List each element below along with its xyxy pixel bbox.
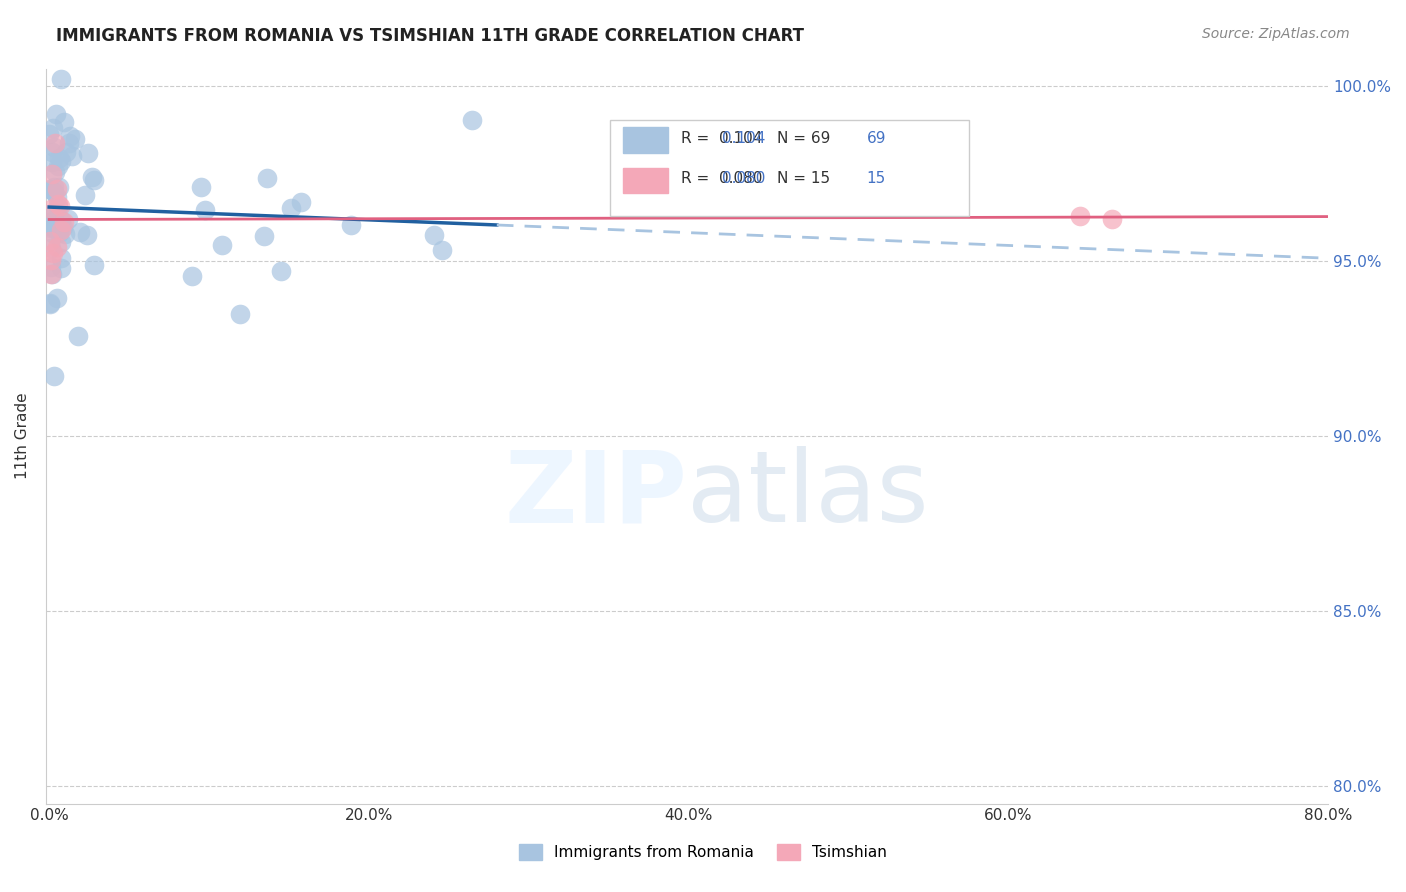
- Point: [253, 228, 276, 243]
- Point: [44, 165, 66, 179]
- Point: [66, 329, 89, 343]
- Point: [53, 227, 76, 242]
- Point: [49, 212, 72, 227]
- Text: 15: 15: [866, 171, 886, 186]
- Point: [42, 368, 65, 383]
- Point: [190, 180, 212, 194]
- Point: [1069, 209, 1091, 223]
- Text: Source: ZipAtlas.com: Source: ZipAtlas.com: [1202, 27, 1350, 41]
- Point: [39, 221, 62, 235]
- Text: IMMIGRANTS FROM ROMANIA VS TSIMSHIAN 11TH GRADE CORRELATION CHART: IMMIGRANTS FROM ROMANIA VS TSIMSHIAN 11T…: [56, 27, 804, 45]
- Point: [180, 269, 202, 284]
- Point: [45, 107, 67, 121]
- Point: [270, 264, 292, 278]
- Point: [42, 180, 65, 194]
- Point: [39, 260, 62, 274]
- Text: 0.104: 0.104: [721, 131, 765, 146]
- Point: [46, 159, 69, 173]
- Point: [48, 199, 70, 213]
- Point: [82, 169, 104, 184]
- Point: [39, 182, 62, 196]
- Text: R =  0.104   N = 69: R = 0.104 N = 69: [681, 131, 830, 146]
- Point: [45, 190, 67, 204]
- Point: [41, 145, 63, 159]
- Point: [422, 228, 444, 243]
- Point: [48, 227, 70, 241]
- Point: [44, 205, 66, 219]
- Point: [41, 267, 63, 281]
- Point: [41, 267, 63, 281]
- Point: [42, 246, 65, 260]
- Point: [46, 240, 69, 254]
- Point: [44, 136, 66, 151]
- Point: [49, 235, 72, 250]
- Point: [46, 197, 69, 211]
- Point: [211, 237, 233, 252]
- Point: [73, 188, 96, 202]
- Point: [76, 228, 98, 243]
- Point: [49, 153, 72, 168]
- Text: atlas: atlas: [688, 446, 929, 543]
- Point: [83, 258, 105, 272]
- Point: [58, 212, 80, 227]
- Point: [69, 225, 91, 239]
- Y-axis label: 11th Grade: 11th Grade: [15, 392, 30, 479]
- Text: 0.080: 0.080: [721, 171, 765, 186]
- Point: [42, 121, 65, 136]
- Point: [39, 215, 62, 229]
- Point: [1101, 212, 1123, 227]
- Point: [41, 167, 63, 181]
- Point: [55, 145, 77, 160]
- Point: [39, 235, 62, 249]
- Point: [39, 253, 62, 268]
- Point: [229, 307, 252, 321]
- Point: [41, 202, 63, 216]
- Point: [430, 243, 453, 257]
- Point: [290, 195, 312, 210]
- Point: [38, 127, 60, 141]
- Point: [339, 218, 361, 232]
- Legend: Immigrants from Romania, Tsimshian: Immigrants from Romania, Tsimshian: [513, 838, 893, 866]
- Point: [256, 171, 278, 186]
- Point: [60, 149, 83, 163]
- Point: [51, 72, 73, 87]
- Point: [194, 202, 217, 217]
- Point: [48, 179, 70, 194]
- Point: [461, 113, 484, 128]
- Point: [63, 132, 86, 146]
- Text: R =  0.080   N = 15: R = 0.080 N = 15: [681, 171, 830, 186]
- Point: [41, 154, 63, 169]
- Point: [41, 241, 63, 255]
- FancyBboxPatch shape: [623, 168, 668, 194]
- Point: [41, 206, 63, 220]
- Point: [38, 218, 60, 232]
- FancyBboxPatch shape: [623, 128, 668, 153]
- Point: [38, 295, 60, 310]
- Point: [48, 200, 70, 214]
- Point: [280, 202, 302, 216]
- FancyBboxPatch shape: [610, 120, 969, 216]
- Point: [39, 296, 62, 310]
- Point: [41, 214, 63, 228]
- Point: [46, 291, 69, 305]
- Point: [49, 222, 72, 236]
- Point: [42, 227, 65, 241]
- Point: [48, 152, 70, 166]
- Point: [52, 115, 75, 129]
- Point: [41, 219, 63, 234]
- Point: [59, 128, 82, 143]
- Point: [41, 183, 63, 197]
- Point: [42, 140, 65, 154]
- Text: 69: 69: [866, 131, 886, 146]
- Point: [52, 219, 75, 234]
- Point: [49, 252, 72, 266]
- Point: [58, 136, 80, 150]
- Point: [83, 173, 105, 187]
- Point: [49, 260, 72, 275]
- Point: [42, 186, 65, 200]
- Point: [76, 145, 98, 160]
- Text: ZIP: ZIP: [505, 446, 688, 543]
- Point: [46, 181, 69, 195]
- Point: [52, 215, 75, 229]
